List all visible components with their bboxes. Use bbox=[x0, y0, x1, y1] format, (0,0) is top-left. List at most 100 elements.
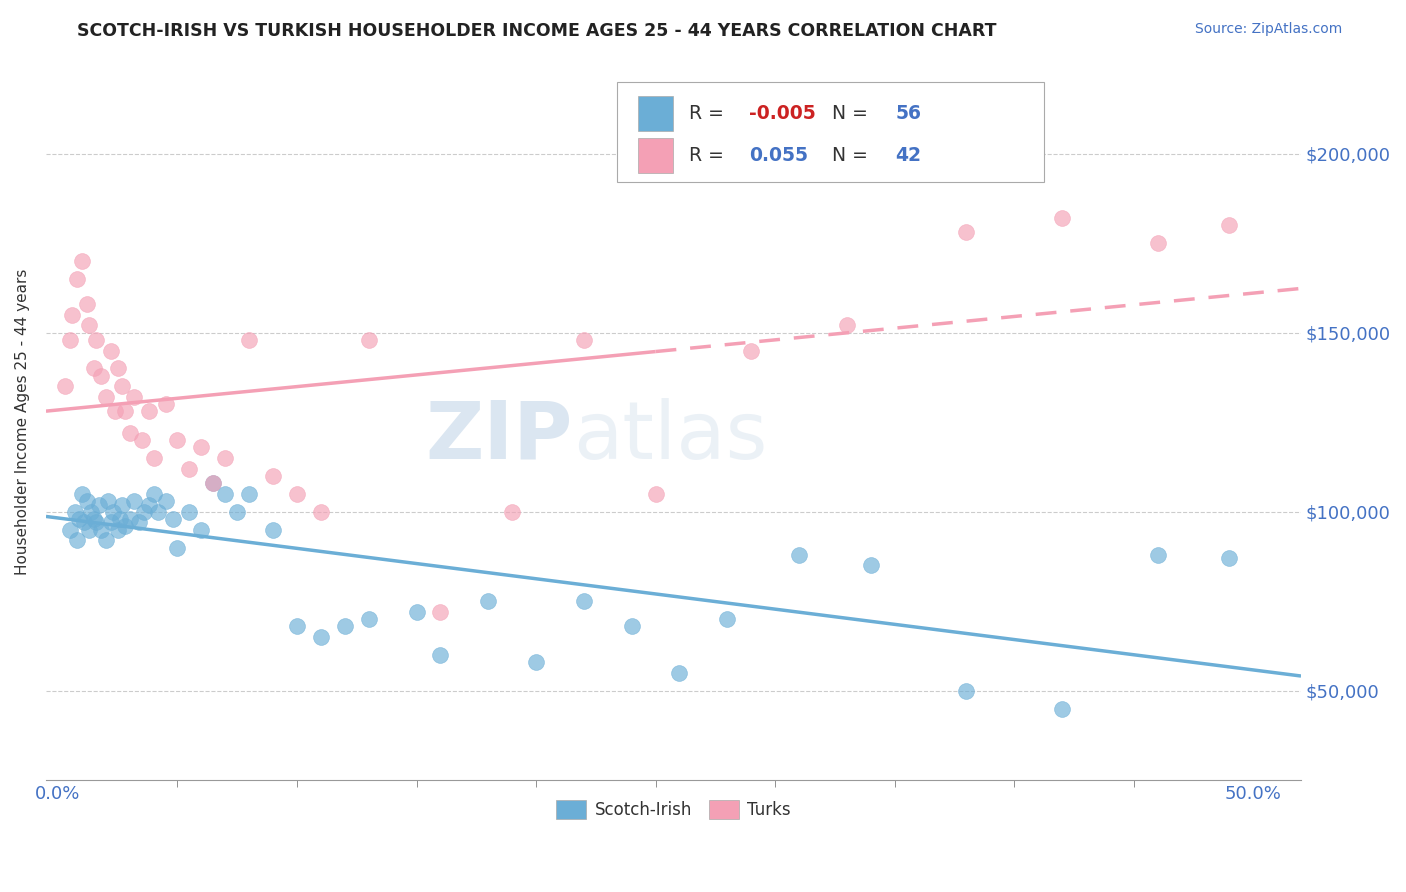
Text: R =: R = bbox=[689, 146, 730, 165]
Text: 56: 56 bbox=[896, 104, 922, 123]
Point bbox=[108, 512, 131, 526]
Point bbox=[53, 379, 76, 393]
Point bbox=[131, 433, 153, 447]
Point bbox=[501, 505, 523, 519]
Point bbox=[63, 505, 86, 519]
Point bbox=[77, 523, 100, 537]
Point bbox=[73, 516, 96, 530]
Point bbox=[90, 523, 112, 537]
Point bbox=[226, 505, 249, 519]
Point bbox=[166, 541, 188, 555]
Text: Source: ZipAtlas.com: Source: ZipAtlas.com bbox=[1195, 22, 1343, 37]
Text: atlas: atlas bbox=[574, 398, 768, 475]
Point bbox=[69, 512, 91, 526]
Point bbox=[214, 487, 236, 501]
Point bbox=[100, 343, 122, 358]
Point bbox=[70, 487, 93, 501]
Point bbox=[101, 505, 124, 519]
Text: -0.005: -0.005 bbox=[749, 104, 815, 123]
Point bbox=[77, 318, 100, 333]
Point bbox=[114, 519, 136, 533]
Point bbox=[190, 440, 212, 454]
Point bbox=[76, 494, 98, 508]
Point bbox=[668, 665, 690, 680]
Y-axis label: Householder Income Ages 25 - 44 years: Householder Income Ages 25 - 44 years bbox=[15, 269, 30, 575]
Point bbox=[84, 333, 107, 347]
Point bbox=[111, 498, 134, 512]
Point bbox=[740, 343, 762, 358]
Point bbox=[477, 594, 499, 608]
Point bbox=[118, 512, 141, 526]
Point bbox=[138, 404, 160, 418]
Point bbox=[202, 476, 225, 491]
Text: N =: N = bbox=[820, 104, 875, 123]
Point bbox=[357, 333, 380, 347]
Point bbox=[70, 254, 93, 268]
Point bbox=[66, 272, 89, 286]
Point bbox=[107, 361, 129, 376]
Point bbox=[111, 379, 134, 393]
Point bbox=[1218, 218, 1240, 232]
Point bbox=[107, 523, 129, 537]
Point bbox=[202, 476, 225, 491]
Point bbox=[357, 612, 380, 626]
Point bbox=[114, 404, 136, 418]
Point bbox=[238, 487, 260, 501]
Point bbox=[262, 523, 284, 537]
Point bbox=[83, 512, 105, 526]
Point bbox=[309, 630, 332, 644]
Point bbox=[166, 433, 188, 447]
Point bbox=[333, 619, 356, 633]
Point bbox=[190, 523, 212, 537]
Point bbox=[128, 516, 150, 530]
Point bbox=[238, 333, 260, 347]
Point bbox=[955, 226, 977, 240]
Point bbox=[405, 605, 427, 619]
Point bbox=[155, 397, 177, 411]
Point bbox=[620, 619, 643, 633]
Point bbox=[162, 512, 184, 526]
Text: 0.055: 0.055 bbox=[749, 146, 808, 165]
Point bbox=[97, 494, 120, 508]
Point bbox=[87, 498, 110, 512]
Point bbox=[1146, 236, 1168, 251]
Point bbox=[142, 450, 165, 465]
Point bbox=[90, 368, 112, 383]
Point bbox=[76, 297, 98, 311]
Text: SCOTCH-IRISH VS TURKISH HOUSEHOLDER INCOME AGES 25 - 44 YEARS CORRELATION CHART: SCOTCH-IRISH VS TURKISH HOUSEHOLDER INCO… bbox=[77, 22, 997, 40]
Legend: Scotch-Irish, Turks: Scotch-Irish, Turks bbox=[550, 793, 797, 826]
Point bbox=[214, 450, 236, 465]
Point bbox=[94, 390, 117, 404]
Point bbox=[644, 487, 666, 501]
Point bbox=[787, 548, 810, 562]
Point bbox=[1146, 548, 1168, 562]
Point bbox=[1050, 211, 1073, 225]
Point bbox=[80, 505, 103, 519]
Point bbox=[262, 469, 284, 483]
Point bbox=[148, 505, 170, 519]
Point bbox=[84, 516, 107, 530]
Point bbox=[572, 594, 595, 608]
Point bbox=[83, 361, 105, 376]
Point bbox=[100, 516, 122, 530]
Point bbox=[309, 505, 332, 519]
Point bbox=[835, 318, 858, 333]
Point bbox=[142, 487, 165, 501]
Point bbox=[285, 619, 308, 633]
Point bbox=[179, 461, 201, 475]
Point bbox=[124, 390, 146, 404]
Point bbox=[66, 533, 89, 548]
Point bbox=[94, 533, 117, 548]
Text: N =: N = bbox=[820, 146, 875, 165]
Point bbox=[132, 505, 155, 519]
Point bbox=[1218, 551, 1240, 566]
Point bbox=[859, 558, 882, 573]
Point bbox=[59, 333, 82, 347]
Point bbox=[155, 494, 177, 508]
Point bbox=[118, 425, 141, 440]
Point bbox=[1050, 701, 1073, 715]
FancyBboxPatch shape bbox=[617, 82, 1043, 182]
Text: ZIP: ZIP bbox=[426, 398, 574, 475]
Point bbox=[524, 655, 547, 669]
Point bbox=[60, 308, 83, 322]
